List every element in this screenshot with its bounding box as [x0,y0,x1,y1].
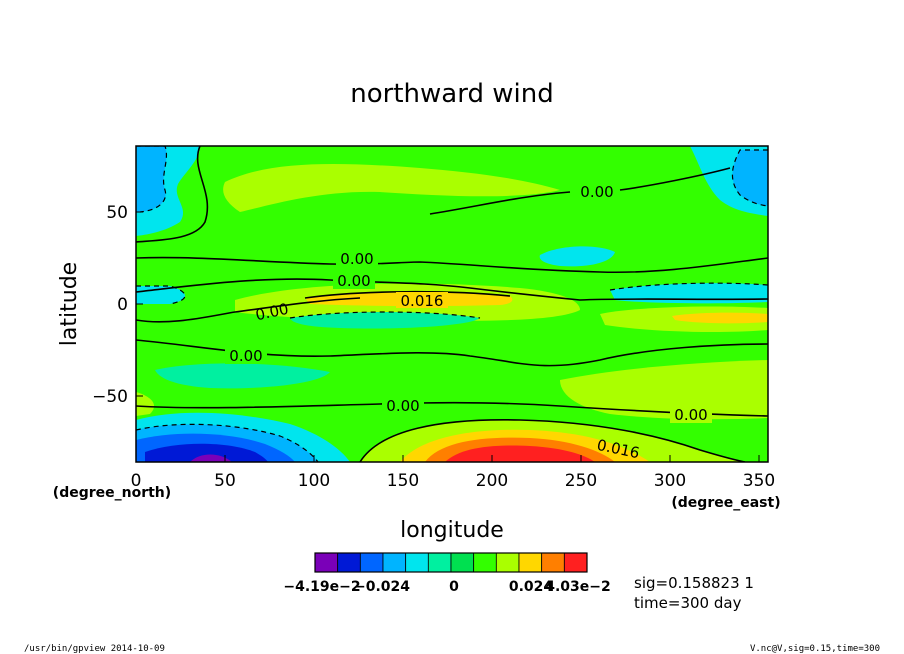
contour-line-9 [304,290,511,299]
sig-info: sig=0.158823 1 [634,574,754,592]
colorbar-label: −4.19e−2 [283,579,360,595]
contour-line-5 [136,401,768,417]
contour-dashed-5 [731,149,768,207]
colorbar-swatch [518,552,543,573]
contour-label: 0.00 [580,183,613,201]
contour-dashed-3 [609,282,768,291]
colorbar-label: 4.03e−2 [545,579,611,595]
time-info: time=300 day [634,594,742,612]
x-tick-label: 0 [131,471,142,491]
contour-line-8 [429,167,731,215]
x-units-label: (degree_east) [671,495,780,511]
colorbar-label: 0.024 [509,579,554,595]
y-axis: 50 0 −50 [92,203,143,407]
field-region-eq-e-yellow [672,312,768,324]
colorbar-swatch [427,552,452,573]
x-tick-label: 350 [743,471,775,491]
colorbar-swatch [563,552,588,573]
colorbar-swatch [450,552,475,573]
contour-dashed-2 [289,311,481,319]
colorbar-swatch [314,552,339,573]
contour-dashed-1 [136,423,319,462]
colorbar-swatch [473,552,497,573]
contour-line-7 [136,146,209,243]
field-region-sp-red [445,445,595,462]
y-tick-label: 50 [106,203,128,223]
field-region-s-yellowgreen-w [136,392,155,416]
contour-label: 0.00 [386,397,419,415]
field-region-nw-blue [136,146,167,212]
field-region-n-yellowgreen [223,163,560,212]
plot-area [136,146,768,462]
colorbar-swatch [382,552,407,573]
x-tick-label: 200 [476,471,508,491]
colorbar-swatch [359,552,384,573]
contour-line-2 [136,278,768,301]
contour-label: 0.00 [337,272,370,290]
field-region-ne-blue [732,150,768,206]
colorbar-swatch [405,552,429,573]
field-region-sp-purple [190,454,232,462]
x-tick-label: 250 [565,471,597,491]
colorbar-swatch [337,552,361,573]
field-region-sp-darkblue [145,443,268,462]
colorbar-frame [314,552,588,573]
colorbar-swatch [495,552,520,573]
colorbar-swatch [541,552,565,573]
x-axis-title: longitude [400,518,504,543]
x-axis: 0 50 100 150 200 250 300 350 [131,455,775,491]
contour-dashed-4 [136,285,186,305]
contour-line-3 [136,297,361,323]
contour-dashed-6 [136,146,168,213]
contour-line-6 [359,418,746,462]
contour-label: 0.00 [229,347,262,365]
field-region-eq-e-cyan [610,283,768,304]
x-tick-label: 50 [214,471,236,491]
x-tick-label: 100 [298,471,330,491]
contour-label: 0.00 [674,406,707,424]
y-axis-title: latitude [57,262,82,346]
field-region-s-yellowgreen-e [560,360,768,420]
field-region-n-cyan-small [539,246,615,267]
colorbar: −4.19e−2 −0.024 0 0.024 4.03e−2 [283,552,611,595]
field-region-eq-cyan [290,312,480,329]
contour-label: 0.00 [340,250,373,268]
colorbar-swatches [314,552,588,573]
y-tick-label: −50 [92,387,128,407]
colorbar-label: −0.024 [354,579,410,595]
field-region-s-cyan [155,363,330,389]
y-units-label: (degree_north) [53,485,171,501]
footer-right: V.nc@V,sig=0.15,time=300 [750,644,880,654]
x-tick-label: 150 [387,471,419,491]
x-tick-label: 300 [654,471,686,491]
colorbar-label: 0 [449,579,459,595]
footer-left: /usr/bin/gpview 2014-10-09 [24,644,165,654]
contour-label: 0.016 [401,292,444,310]
contour-line-1 [136,256,768,274]
y-tick-label: 0 [117,295,128,315]
chart-title: northward wind [350,79,553,109]
